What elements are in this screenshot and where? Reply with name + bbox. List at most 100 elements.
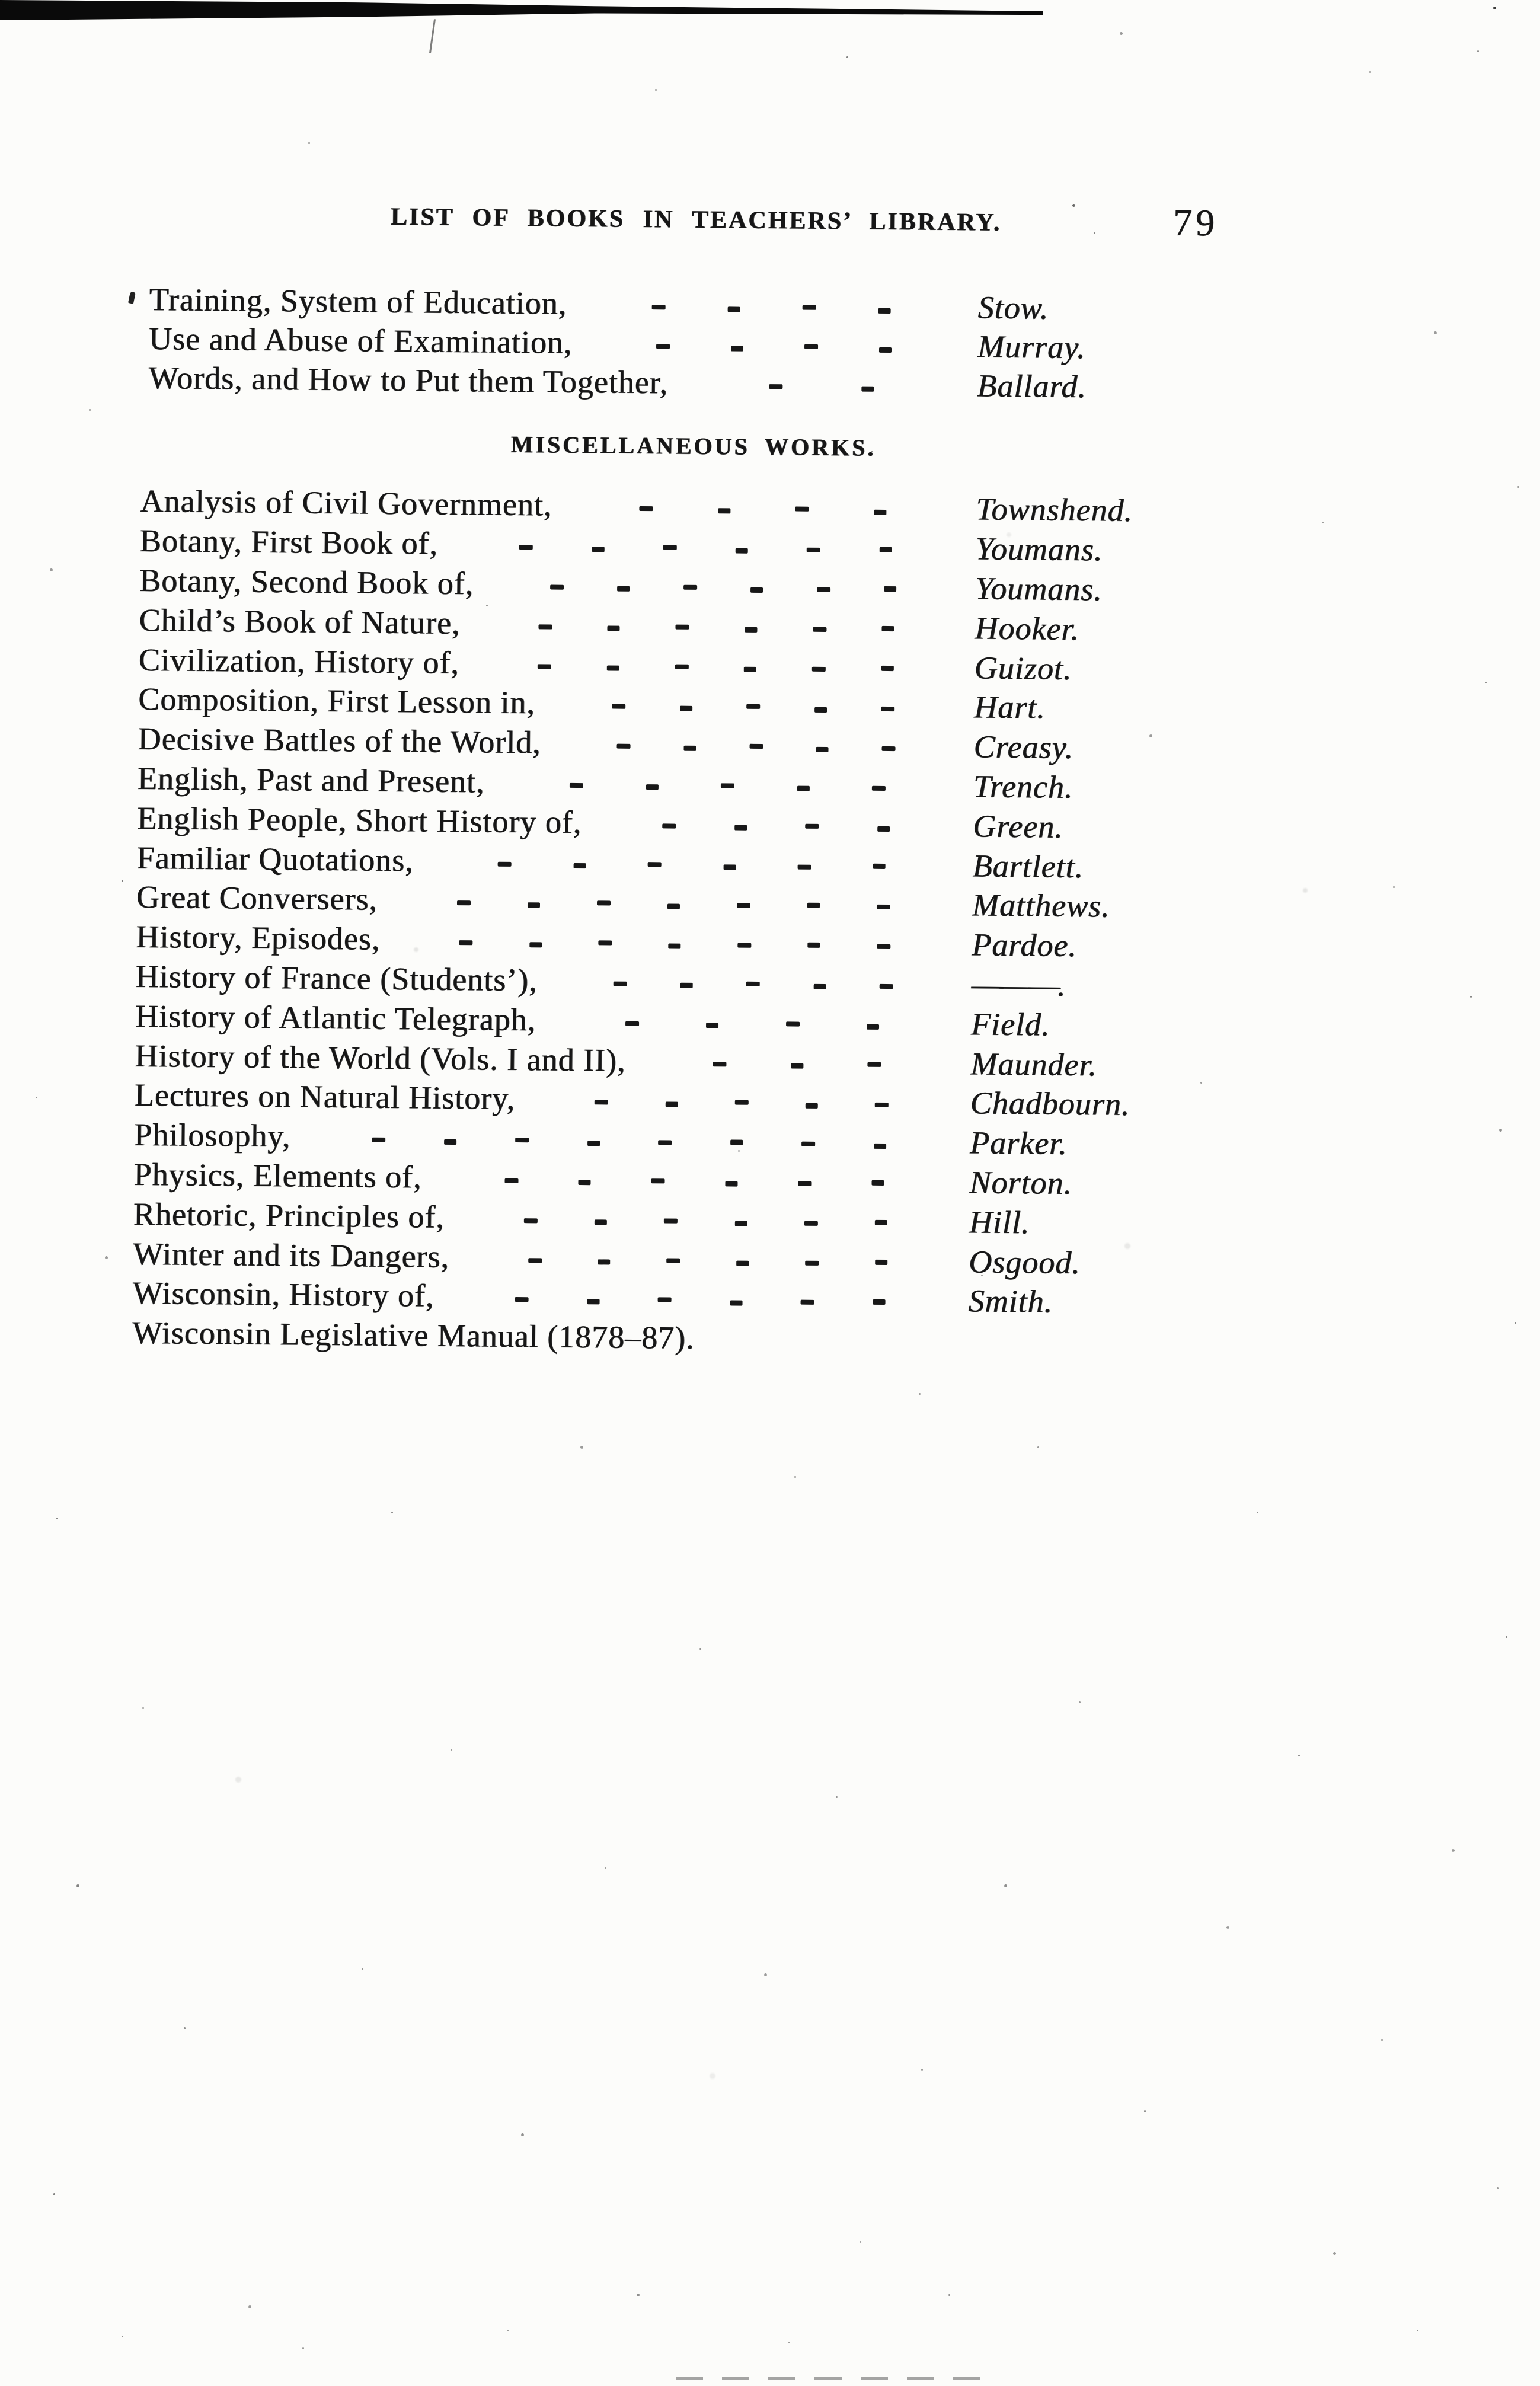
book-author: Matthews. [972, 887, 1110, 924]
leader-dash [798, 1181, 812, 1186]
leader-dash [592, 546, 605, 552]
leader-dash [797, 864, 811, 870]
leader-dash [725, 1181, 738, 1187]
leader-dash [749, 743, 763, 749]
leader-dash [804, 344, 818, 349]
leader-dash [874, 1220, 887, 1226]
book-title: History, Episodes, [136, 919, 381, 957]
leader-dash [662, 823, 676, 829]
leader-dash [814, 707, 827, 713]
leader-dash [456, 900, 471, 906]
leader-dash [515, 1297, 529, 1302]
leader-dash [807, 902, 820, 908]
book-title: Use and Abuse of Examination, [148, 321, 573, 360]
book-author: Murray. [977, 328, 1086, 366]
leader-dash [807, 942, 820, 948]
leader-dash [876, 905, 890, 910]
running-head-title: LIST OF BOOKS IN TEACHERS’ LIBRARY. [390, 203, 1002, 237]
leader-dash [785, 1021, 800, 1027]
book-title: English, Past and Present, [137, 760, 485, 800]
leader-dash [816, 587, 830, 593]
leader-dash [797, 786, 810, 792]
book-title: Words, and How to Put them Together, [148, 360, 669, 401]
leader-dash [537, 663, 551, 669]
scan-noise-smudges [0, 0, 2, 2]
book-title: Familiar Quotations, [136, 839, 414, 878]
leader-dash [734, 1221, 747, 1227]
leader-dash [667, 903, 680, 909]
leader-dash [658, 1140, 672, 1145]
leader-dash [459, 940, 473, 946]
leader-dash [769, 384, 783, 389]
leader-dash [805, 1103, 818, 1109]
leader-dash [617, 586, 630, 592]
leader-dash [497, 861, 512, 867]
leader-dash [706, 1023, 719, 1028]
leader-dash [529, 941, 542, 948]
book-author: Osgood. [968, 1243, 1081, 1280]
leader-dash [663, 545, 677, 550]
leader-dash [872, 785, 886, 791]
leader-dash [736, 903, 750, 909]
book-author: Townshend. [976, 491, 1133, 529]
leader-dash [866, 1024, 879, 1030]
leader-dash [683, 584, 697, 590]
leader-dash [664, 1218, 678, 1224]
book-title: Physics, Elements of, [133, 1156, 422, 1195]
leader-dash [730, 345, 743, 352]
leader-dash [527, 902, 540, 908]
leader-dash [523, 1218, 538, 1224]
leader-dash [745, 627, 758, 633]
book-title: History of France (Students’), [135, 958, 538, 998]
book-author [968, 1340, 1235, 1343]
book-title: Great Conversers, [136, 879, 378, 918]
book-author-anonymous-rule: ———. [971, 966, 1062, 1003]
dash-leader [668, 360, 977, 408]
book-title: Analysis of Civil Government, [140, 483, 552, 523]
leader-dash [721, 783, 735, 788]
leader-dash [713, 1061, 727, 1066]
leader-dash [519, 545, 533, 550]
book-title: Training, System of Education, [149, 282, 567, 321]
leader-dash [816, 746, 829, 752]
leader-dash [800, 1299, 814, 1305]
leader-dash [598, 1259, 611, 1265]
book-author: Maunder. [970, 1045, 1098, 1082]
leader-dash [651, 1178, 665, 1184]
book-author: Ballard. [977, 368, 1087, 405]
book-title: English People, Short History of, [137, 800, 582, 840]
leader-dash [737, 943, 752, 948]
leader-dash [675, 664, 689, 669]
leader-dash [801, 1141, 816, 1147]
book-title: Lectures on Natural History, [134, 1077, 516, 1117]
leader-dash [679, 705, 692, 711]
book-author: Youmans. [975, 570, 1103, 608]
leader-dash [873, 863, 886, 870]
leader-dash [646, 784, 659, 790]
leader-dash [606, 665, 619, 671]
book-author: Pardoe. [972, 927, 1078, 964]
leader-dash [790, 1063, 803, 1069]
leader-dash [504, 1178, 519, 1183]
scan-artifact-bottom-line [676, 2377, 984, 2380]
book-author: Youmans. [975, 531, 1103, 568]
book-author: Field. [970, 1006, 1050, 1043]
leader-dash [746, 704, 761, 710]
section-heading-miscellaneous-works: MISCELLANEOUS WORKS. [510, 430, 876, 461]
leader-dash [736, 1260, 749, 1266]
leader-dash [805, 1260, 819, 1266]
book-title: Composition, First Lesson in, [138, 681, 536, 721]
book-title: Wisconsin, History of, [132, 1275, 434, 1314]
leader-dash [878, 308, 891, 314]
leader-dash [884, 586, 897, 592]
leader-dash [805, 823, 819, 829]
leader-dash [807, 547, 821, 553]
leader-dash [730, 1139, 743, 1145]
leader-dash [656, 344, 670, 349]
leader-dash [802, 305, 816, 310]
leader-dash [873, 509, 886, 515]
leader-dash [657, 1297, 672, 1302]
book-author: Norton. [969, 1164, 1073, 1201]
leader-dash [607, 625, 620, 631]
